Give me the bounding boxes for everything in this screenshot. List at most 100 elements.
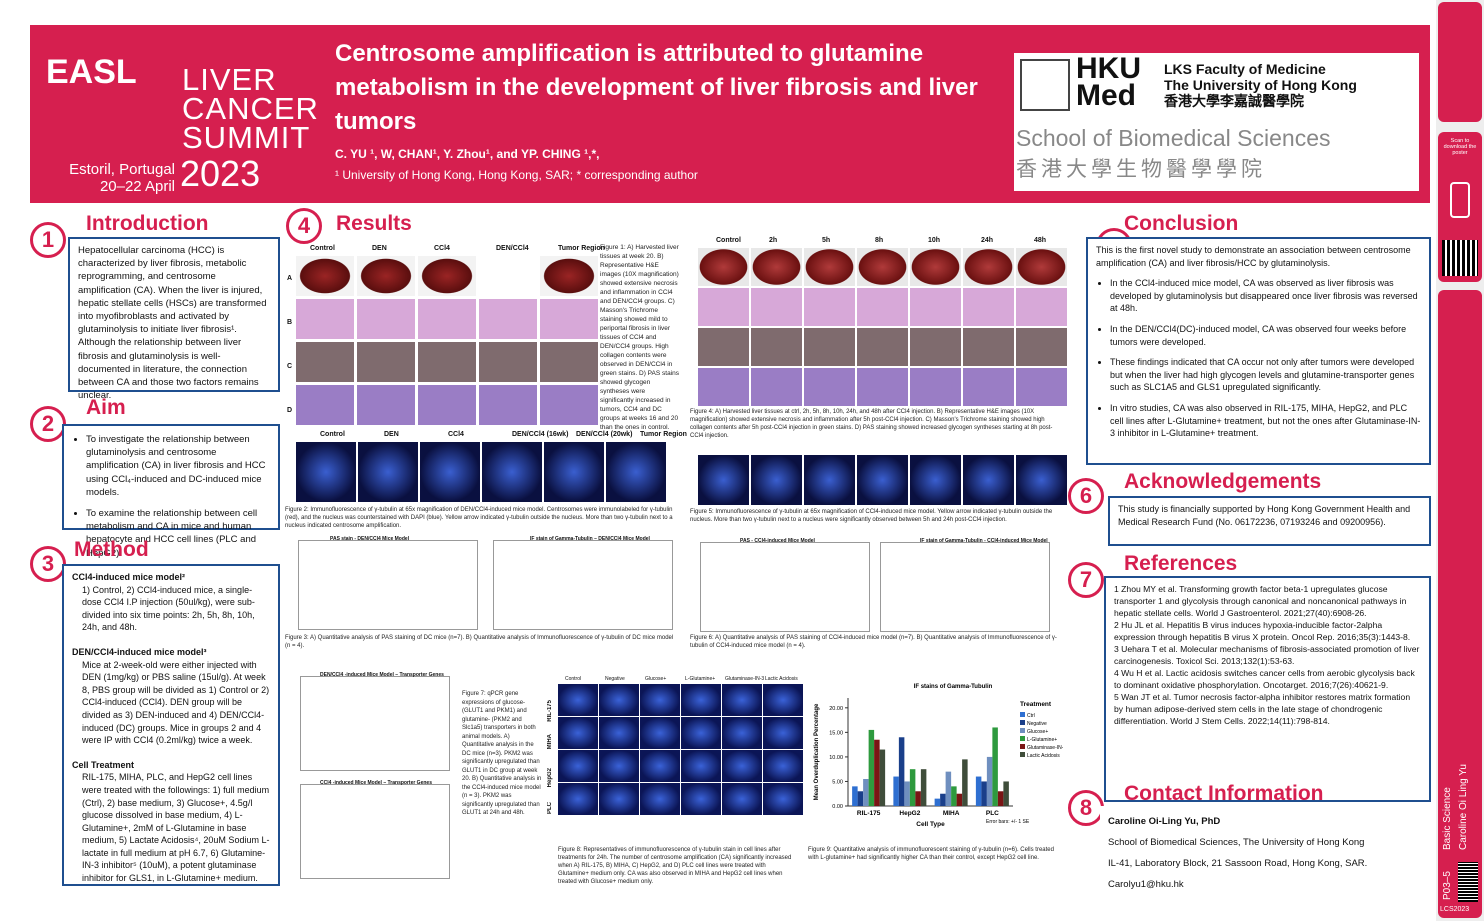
- row-label: RIL-175: [547, 700, 553, 722]
- contact-line: IL-41, Laboratory Block, 21 Sassoon Road…: [1108, 858, 1368, 869]
- year: 2023: [180, 153, 261, 194]
- row-label: A: [287, 275, 293, 282]
- micrograph: [599, 684, 639, 716]
- micrograph: [1016, 288, 1067, 326]
- method-text: Mice at 2-week-old were either injected …: [82, 659, 270, 746]
- micrograph: [599, 783, 639, 815]
- ack-text: This study is financially supported by H…: [1118, 504, 1411, 528]
- column-label: Glutaminase-IN-3: [725, 676, 765, 682]
- method-box: CCl4-induced mice model² 1) Control, 2) C…: [62, 564, 280, 886]
- scan-text: Scan to download the poster: [1443, 138, 1477, 156]
- school-zh: 香港大學生物醫學學院: [1016, 158, 1266, 181]
- affiliation: ¹ University of Hong Kong, Hong Kong, SA…: [335, 168, 698, 182]
- bar: [1003, 781, 1009, 806]
- micrograph: [722, 717, 762, 749]
- chart-panel: [700, 542, 870, 632]
- micrograph: [296, 442, 356, 502]
- micrograph: [418, 342, 476, 382]
- micrograph: [763, 684, 803, 716]
- row-label: D: [287, 407, 293, 414]
- micrograph: [698, 368, 749, 406]
- x-tick-label: HepG2: [899, 810, 920, 817]
- sidebar: Scan to download the poster Basic Scienc…: [1436, 0, 1484, 921]
- bar: [904, 781, 910, 806]
- method-heading: CCl4-induced mice model²: [72, 572, 186, 582]
- y-tick-label: 5.00: [832, 779, 843, 785]
- micrograph: [1016, 248, 1067, 286]
- section-title: Introduction: [86, 212, 209, 235]
- micrograph: [558, 783, 598, 815]
- section-title: Method: [74, 538, 149, 561]
- poster-id: LCS2023: [1440, 906, 1470, 913]
- micrograph: [681, 750, 721, 782]
- aim-bullet: To investigate the relationship between …: [86, 433, 270, 499]
- bar: [874, 739, 880, 806]
- micrograph: [910, 328, 961, 366]
- figure-caption: Figure 6: A) Quantitative analysis of PA…: [690, 635, 1057, 649]
- x-tick-label: MIHA: [943, 810, 960, 817]
- micrograph: [857, 328, 908, 366]
- y-tick-label: 0.00: [832, 804, 843, 810]
- micrograph: [681, 783, 721, 815]
- location: Estoril, Portugal: [69, 161, 175, 178]
- micrograph: [1016, 368, 1067, 406]
- bar: [915, 791, 921, 806]
- micrograph: [358, 442, 418, 502]
- column-label: Glucose+: [645, 676, 667, 682]
- section-number: 7: [1068, 562, 1104, 598]
- contact-line: School of Biomedical Sciences, The Unive…: [1108, 837, 1365, 848]
- column-label: Tumor Region: [558, 245, 605, 252]
- micrograph: [357, 299, 415, 339]
- chart-panel: [300, 784, 450, 879]
- micrograph: [751, 368, 802, 406]
- micrograph: [963, 248, 1014, 286]
- poster-title: Centrosome amplification is attributed t…: [335, 40, 978, 135]
- legend-label: Lactic Acidosis: [1027, 753, 1060, 759]
- micrograph: [418, 256, 476, 296]
- legend-label: Glucose+: [1027, 729, 1048, 735]
- micrograph: [857, 288, 908, 326]
- conclusion-bullet: In the CCl4-induced mice model, CA was o…: [1110, 277, 1421, 315]
- section-number: 8: [1068, 790, 1104, 826]
- ack-box: This study is financially supported by H…: [1108, 496, 1431, 546]
- micrograph: [698, 455, 749, 505]
- section-title: References: [1124, 552, 1238, 575]
- chart-panel: [880, 542, 1050, 632]
- micrograph: [910, 368, 961, 406]
- column-label: 8h: [875, 237, 884, 244]
- micrograph: [804, 455, 855, 505]
- micrograph: [910, 288, 961, 326]
- micrograph: [857, 368, 908, 406]
- method-heading: DEN/CCl4-induced mice model³: [72, 646, 207, 657]
- y-axis-label: Mean Overduplication Percentage: [814, 703, 820, 800]
- bar: [879, 749, 886, 806]
- bar: [920, 769, 927, 806]
- contact-box: Caroline Oi-Ling Yu, PhD School of Biome…: [1100, 806, 1431, 890]
- legend-label: Glutaminase-IN-3: [1027, 745, 1063, 751]
- micrograph: [722, 783, 762, 815]
- micrograph: [963, 328, 1014, 366]
- barcode: [1458, 862, 1478, 902]
- method-text: 1) Control, 2) CCl4-induced mice, a sing…: [82, 584, 255, 633]
- micrograph: [540, 385, 598, 425]
- references-box: 1 Zhou MY et al. Transforming growth fac…: [1104, 576, 1431, 802]
- micrograph: [681, 684, 721, 716]
- column-label: Control: [310, 245, 335, 252]
- section-title: Conclusion: [1124, 212, 1239, 235]
- micrograph: [1016, 455, 1067, 505]
- micrograph: [804, 328, 855, 366]
- column-label: DEN: [372, 245, 387, 252]
- sidebar-info: Basic Science Caroline Oi Ling Yu P03–5 …: [1438, 290, 1482, 918]
- phone-icon: [1450, 182, 1470, 218]
- column-label: DEN/CCl4: [496, 245, 529, 252]
- faculty-zh: 香港大學李嘉誠醫學院: [1164, 93, 1304, 109]
- dates: 20–22 April: [99, 178, 175, 195]
- column-label: CCl4: [434, 245, 450, 252]
- reference: 1 Zhou MY et al. Transforming growth fac…: [1114, 584, 1407, 618]
- micrograph: [1016, 328, 1067, 366]
- x-axis-label: Cell Type: [916, 821, 945, 828]
- micrograph: [540, 256, 598, 296]
- y-tick-label: 10.00: [829, 755, 843, 761]
- bar: [852, 786, 858, 806]
- section-number: 2: [30, 406, 66, 442]
